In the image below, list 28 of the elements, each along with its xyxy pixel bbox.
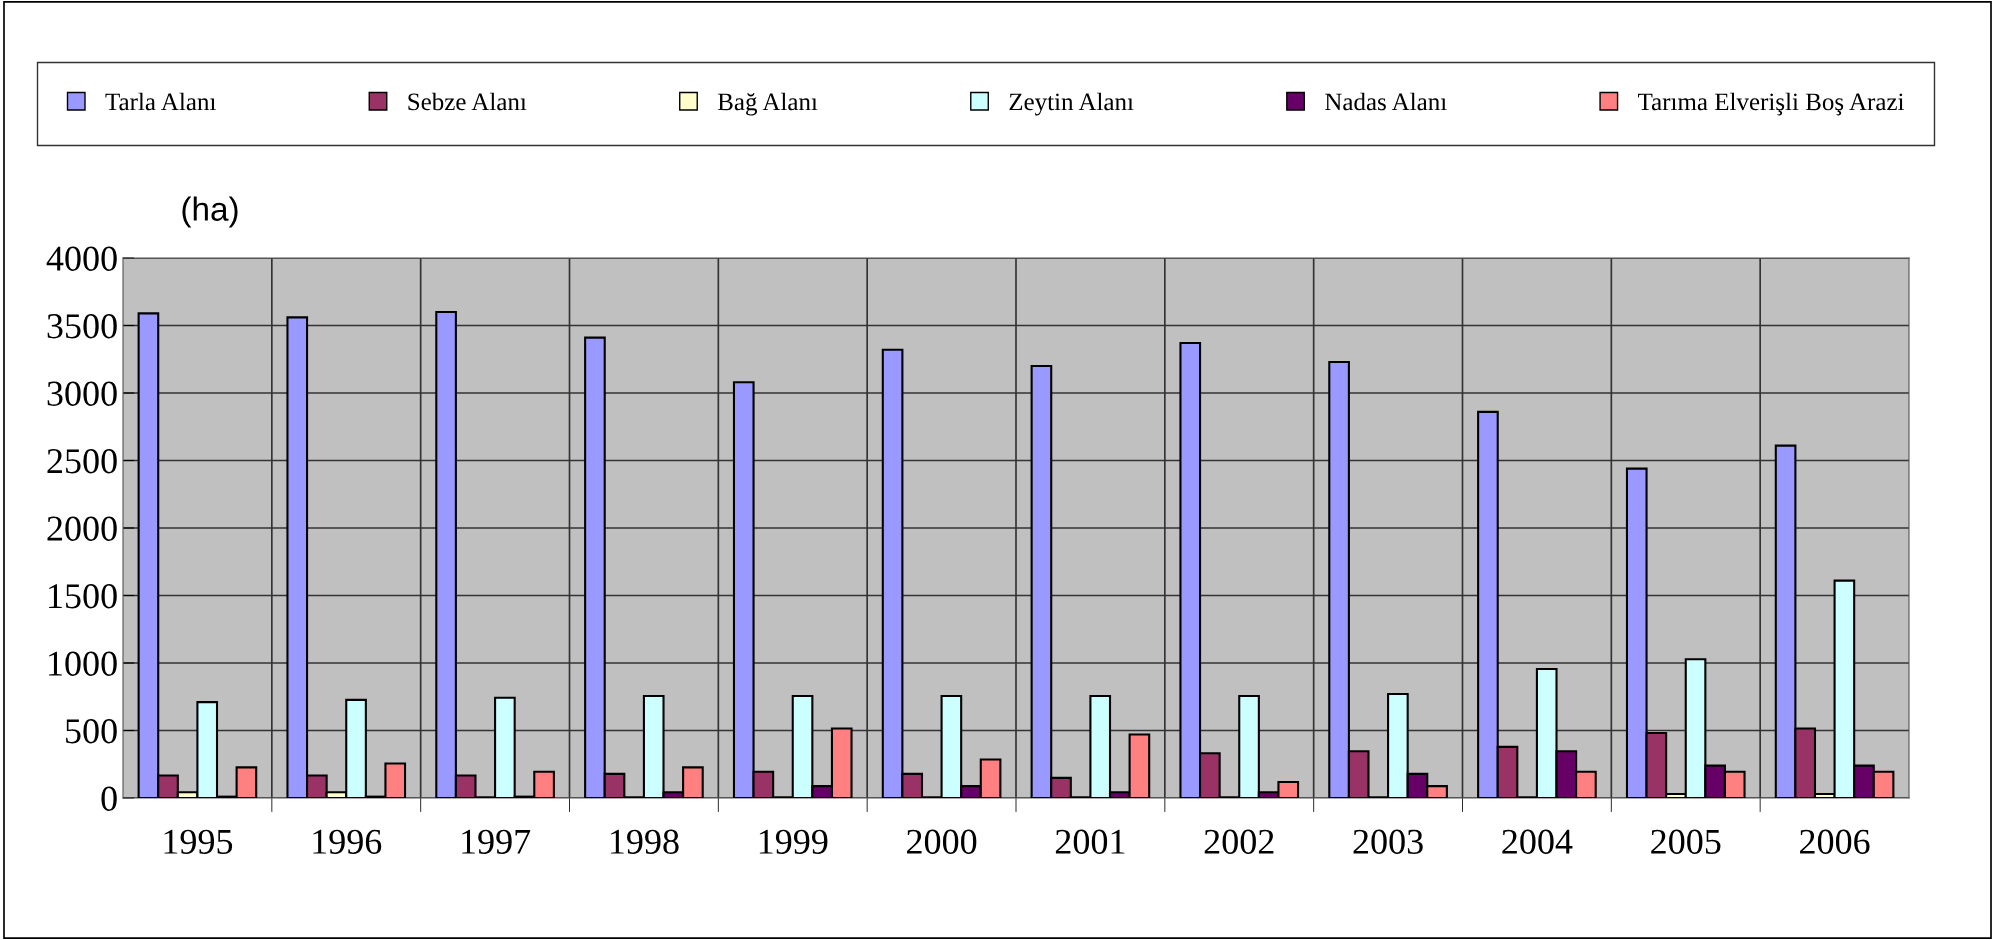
x-tick-label: 1996	[313, 829, 382, 854]
x-tick-label: 2006	[1800, 829, 1870, 854]
y-tick-label: 4000	[46, 246, 117, 271]
x-tick-label: 2004	[1502, 829, 1573, 854]
y-tick-label: 3500	[47, 314, 117, 339]
x-tick-label: 1999	[759, 829, 828, 854]
x-tick-label: 2005	[1651, 829, 1721, 854]
y-tick-label: 3000	[47, 381, 117, 406]
legend-label: Zeytin Alanı	[1009, 92, 1134, 116]
legend-label: Tarıma Elverişli Boş Arazi	[1638, 92, 1905, 116]
x-tick-label: 2002	[1204, 829, 1274, 854]
x-tick-label: 2001	[1055, 829, 1125, 854]
x-tick-label: 1995	[164, 829, 233, 854]
x-tick-label: 2003	[1353, 829, 1423, 854]
y-tick-label: 1500	[49, 584, 117, 609]
x-tick-label: 2000	[907, 829, 977, 854]
legend-label: Tarla Alanı	[105, 92, 216, 111]
y-tick-label: 500	[66, 719, 117, 744]
x-tick-label: 1997	[462, 829, 531, 854]
y-tick-label: 0	[101, 786, 117, 811]
legend-label: Sebze Alanı	[408, 92, 527, 111]
y-tick-label: 2500	[47, 449, 117, 474]
y-tick-label: 1000	[49, 651, 117, 676]
y-axis-title: (ha)	[182, 196, 238, 228]
x-tick-label: 1998	[610, 829, 679, 854]
y-tick-label: 2000	[47, 516, 117, 541]
legend-label: Nadas Alanı	[1325, 92, 1447, 111]
legend-label: Bağ Alanı	[717, 92, 818, 116]
